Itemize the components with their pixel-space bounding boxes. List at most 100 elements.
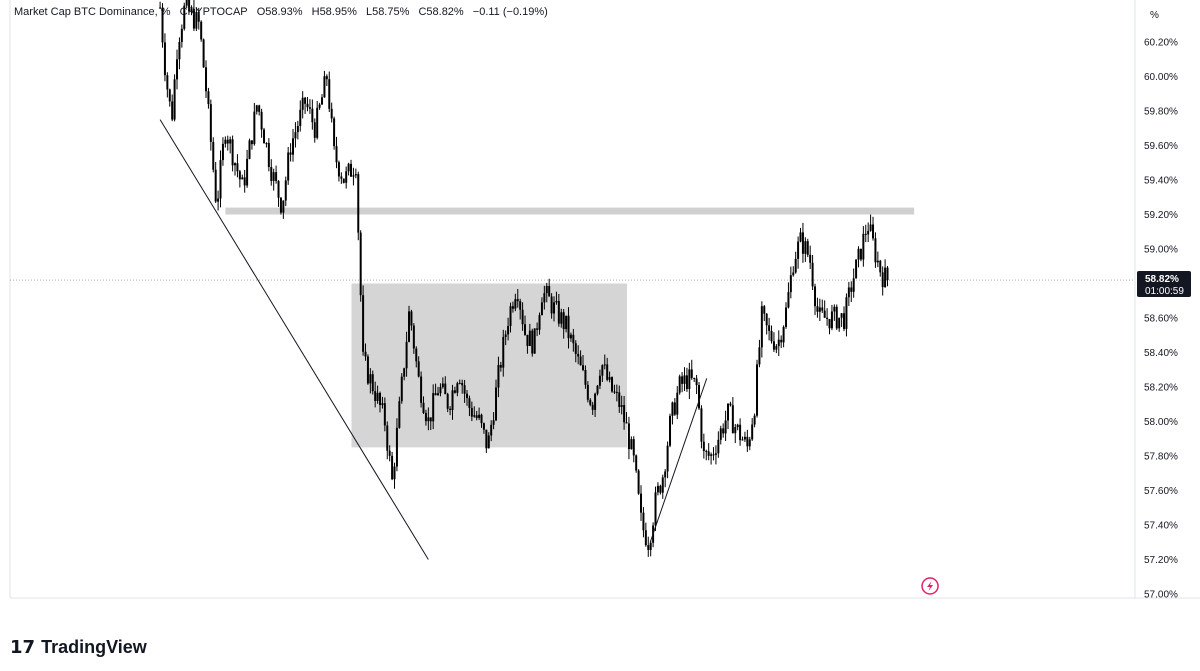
candle-body	[287, 152, 290, 181]
candle-body	[480, 414, 483, 424]
candle-body	[562, 312, 565, 330]
candle-body	[693, 377, 696, 379]
candle-body	[594, 393, 597, 410]
candle-body	[548, 286, 551, 297]
candle-body	[772, 341, 775, 350]
candle-body	[550, 296, 553, 314]
candle-body	[458, 382, 461, 384]
candle-body	[366, 356, 369, 384]
candle-body	[328, 79, 331, 109]
candle-body	[760, 306, 763, 348]
candle-body	[342, 178, 345, 183]
candle-body	[275, 172, 278, 181]
candle-body	[354, 174, 357, 176]
grid	[9, 0, 1200, 599]
candle-body	[253, 111, 256, 145]
zones	[10, 207, 1135, 448]
candle-body	[666, 445, 669, 472]
candle-body	[446, 394, 449, 409]
candle-body	[596, 385, 599, 394]
candle-body	[702, 441, 705, 451]
candle-body	[178, 41, 181, 60]
price-axis[interactable]: % 60.20% 60.00% 59.80% 59.60% 59.40% 59.20% 59.…	[1137, 10, 1191, 601]
candle-body	[792, 272, 795, 276]
candle-body	[511, 306, 514, 309]
chart-area[interactable]: % 60.20% 60.00% 59.80% 59.60% 59.40% 59.20% 59.…	[0, 0, 1200, 615]
candle-body	[707, 451, 710, 456]
price-tick-label: 57.40%	[1144, 521, 1178, 532]
price-tick-label: 59.00%	[1144, 245, 1178, 256]
candle-body	[746, 436, 749, 447]
tradingview-branding[interactable]: 17 TradingView	[10, 636, 147, 658]
candle-body	[318, 104, 321, 108]
candle-body	[661, 477, 664, 493]
candle-body	[434, 393, 437, 396]
candle-body	[176, 59, 179, 80]
candle-body	[267, 143, 270, 168]
candle-body	[412, 325, 415, 349]
candle-body	[350, 163, 353, 177]
candle-body	[205, 67, 208, 92]
candle-body	[202, 39, 205, 68]
legend-close: C58.82%	[418, 6, 464, 18]
candle-body	[577, 353, 580, 357]
candle-body	[456, 383, 459, 393]
candles	[159, 0, 889, 557]
price-chart[interactable]: % 60.20% 60.00% 59.80% 59.60% 59.40% 59.20% 59.…	[0, 0, 1200, 615]
price-tick-label: 59.60%	[1144, 141, 1178, 152]
candle-body	[270, 167, 273, 181]
candle-body	[531, 330, 534, 354]
candle-body	[424, 412, 427, 422]
candle-body	[625, 422, 628, 424]
candle-body	[369, 374, 372, 384]
price-tick-label: 57.60%	[1144, 486, 1178, 497]
candle-body	[876, 260, 879, 263]
candle-body	[852, 278, 855, 292]
candle-body	[403, 368, 406, 377]
candle-body	[816, 306, 819, 312]
price-tick-label: 59.40%	[1144, 176, 1178, 187]
legend-symbol: Market Cap BTC Dominance, %	[14, 6, 171, 18]
candle-body	[383, 403, 386, 426]
candle-body	[613, 391, 616, 393]
candle-body	[417, 361, 420, 377]
price-tick-label: 58.60%	[1144, 314, 1178, 325]
candle-body	[292, 138, 295, 155]
candle-body	[207, 91, 210, 105]
candle-body	[311, 108, 314, 123]
candle-body	[485, 429, 488, 449]
candle-body	[444, 383, 447, 395]
lightning-icon-ring	[921, 577, 939, 595]
price-tick-label: 58.20%	[1144, 383, 1178, 394]
candle-body	[608, 377, 611, 380]
candle-body	[478, 414, 481, 418]
candle-body	[565, 315, 568, 330]
candle-body	[359, 232, 362, 296]
candle-body	[221, 143, 224, 161]
candle-body	[521, 309, 524, 325]
candle-body	[468, 398, 471, 408]
price-tick-label: 58.40%	[1144, 348, 1178, 359]
candle-body	[717, 439, 720, 454]
candle-body	[226, 139, 229, 144]
lightning-icon[interactable]	[921, 577, 939, 595]
candle-body	[630, 439, 633, 450]
candle-body	[395, 427, 398, 467]
candle-body	[886, 267, 889, 281]
candle-body	[850, 287, 853, 292]
candle-body	[620, 405, 623, 407]
candle-body	[180, 28, 183, 42]
price-tick-label: 58.00%	[1144, 417, 1178, 428]
candle-body	[301, 97, 304, 110]
candle-body	[475, 415, 478, 418]
candle-body	[833, 306, 836, 312]
candle-body	[801, 232, 804, 254]
candle-body	[321, 97, 324, 105]
candle-body	[775, 346, 778, 350]
candle-body	[768, 325, 771, 331]
candle-body	[642, 512, 645, 531]
price-tick-label: 57.00%	[1144, 590, 1178, 601]
candle-body	[374, 391, 377, 401]
candle-body	[304, 97, 307, 104]
candle-body	[683, 375, 686, 384]
